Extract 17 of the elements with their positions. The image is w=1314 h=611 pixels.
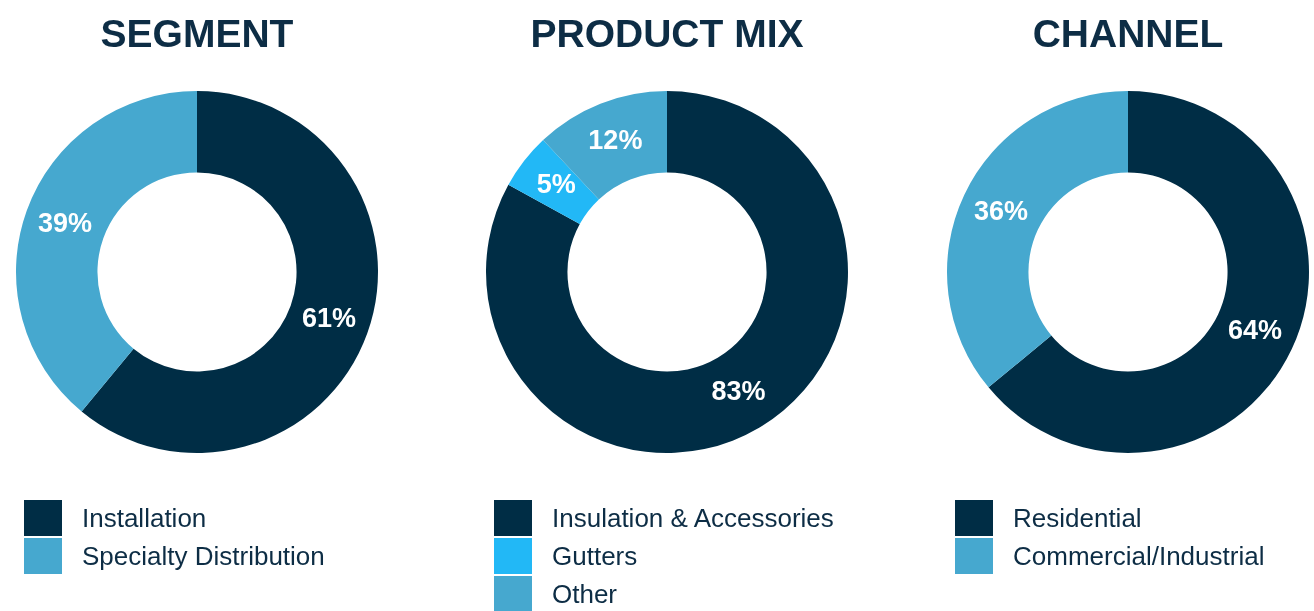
chart-title: SEGMENT [99, 12, 295, 56]
data-label: 61% [301, 302, 357, 333]
data-label: 83% [711, 376, 766, 407]
legend-label: Specialty Distribution [82, 540, 325, 572]
legend-label: Commercial/Industrial [1013, 540, 1265, 572]
chart-title: CHANNEL [1031, 12, 1225, 56]
data-label: 12% [588, 125, 643, 156]
data-label: 36% [974, 195, 1029, 226]
legend-label: Insulation & Accessories [552, 502, 834, 534]
chart-title: PRODUCT MIX [529, 12, 805, 56]
legend-label: Gutters [552, 540, 638, 572]
data-label: 5% [536, 169, 576, 200]
legend-label: Installation [82, 502, 207, 534]
data-label: 64% [1227, 315, 1282, 346]
legend-label: Residential [1013, 502, 1142, 534]
data-label: 39% [37, 207, 93, 238]
legend-label: Other [552, 578, 618, 610]
